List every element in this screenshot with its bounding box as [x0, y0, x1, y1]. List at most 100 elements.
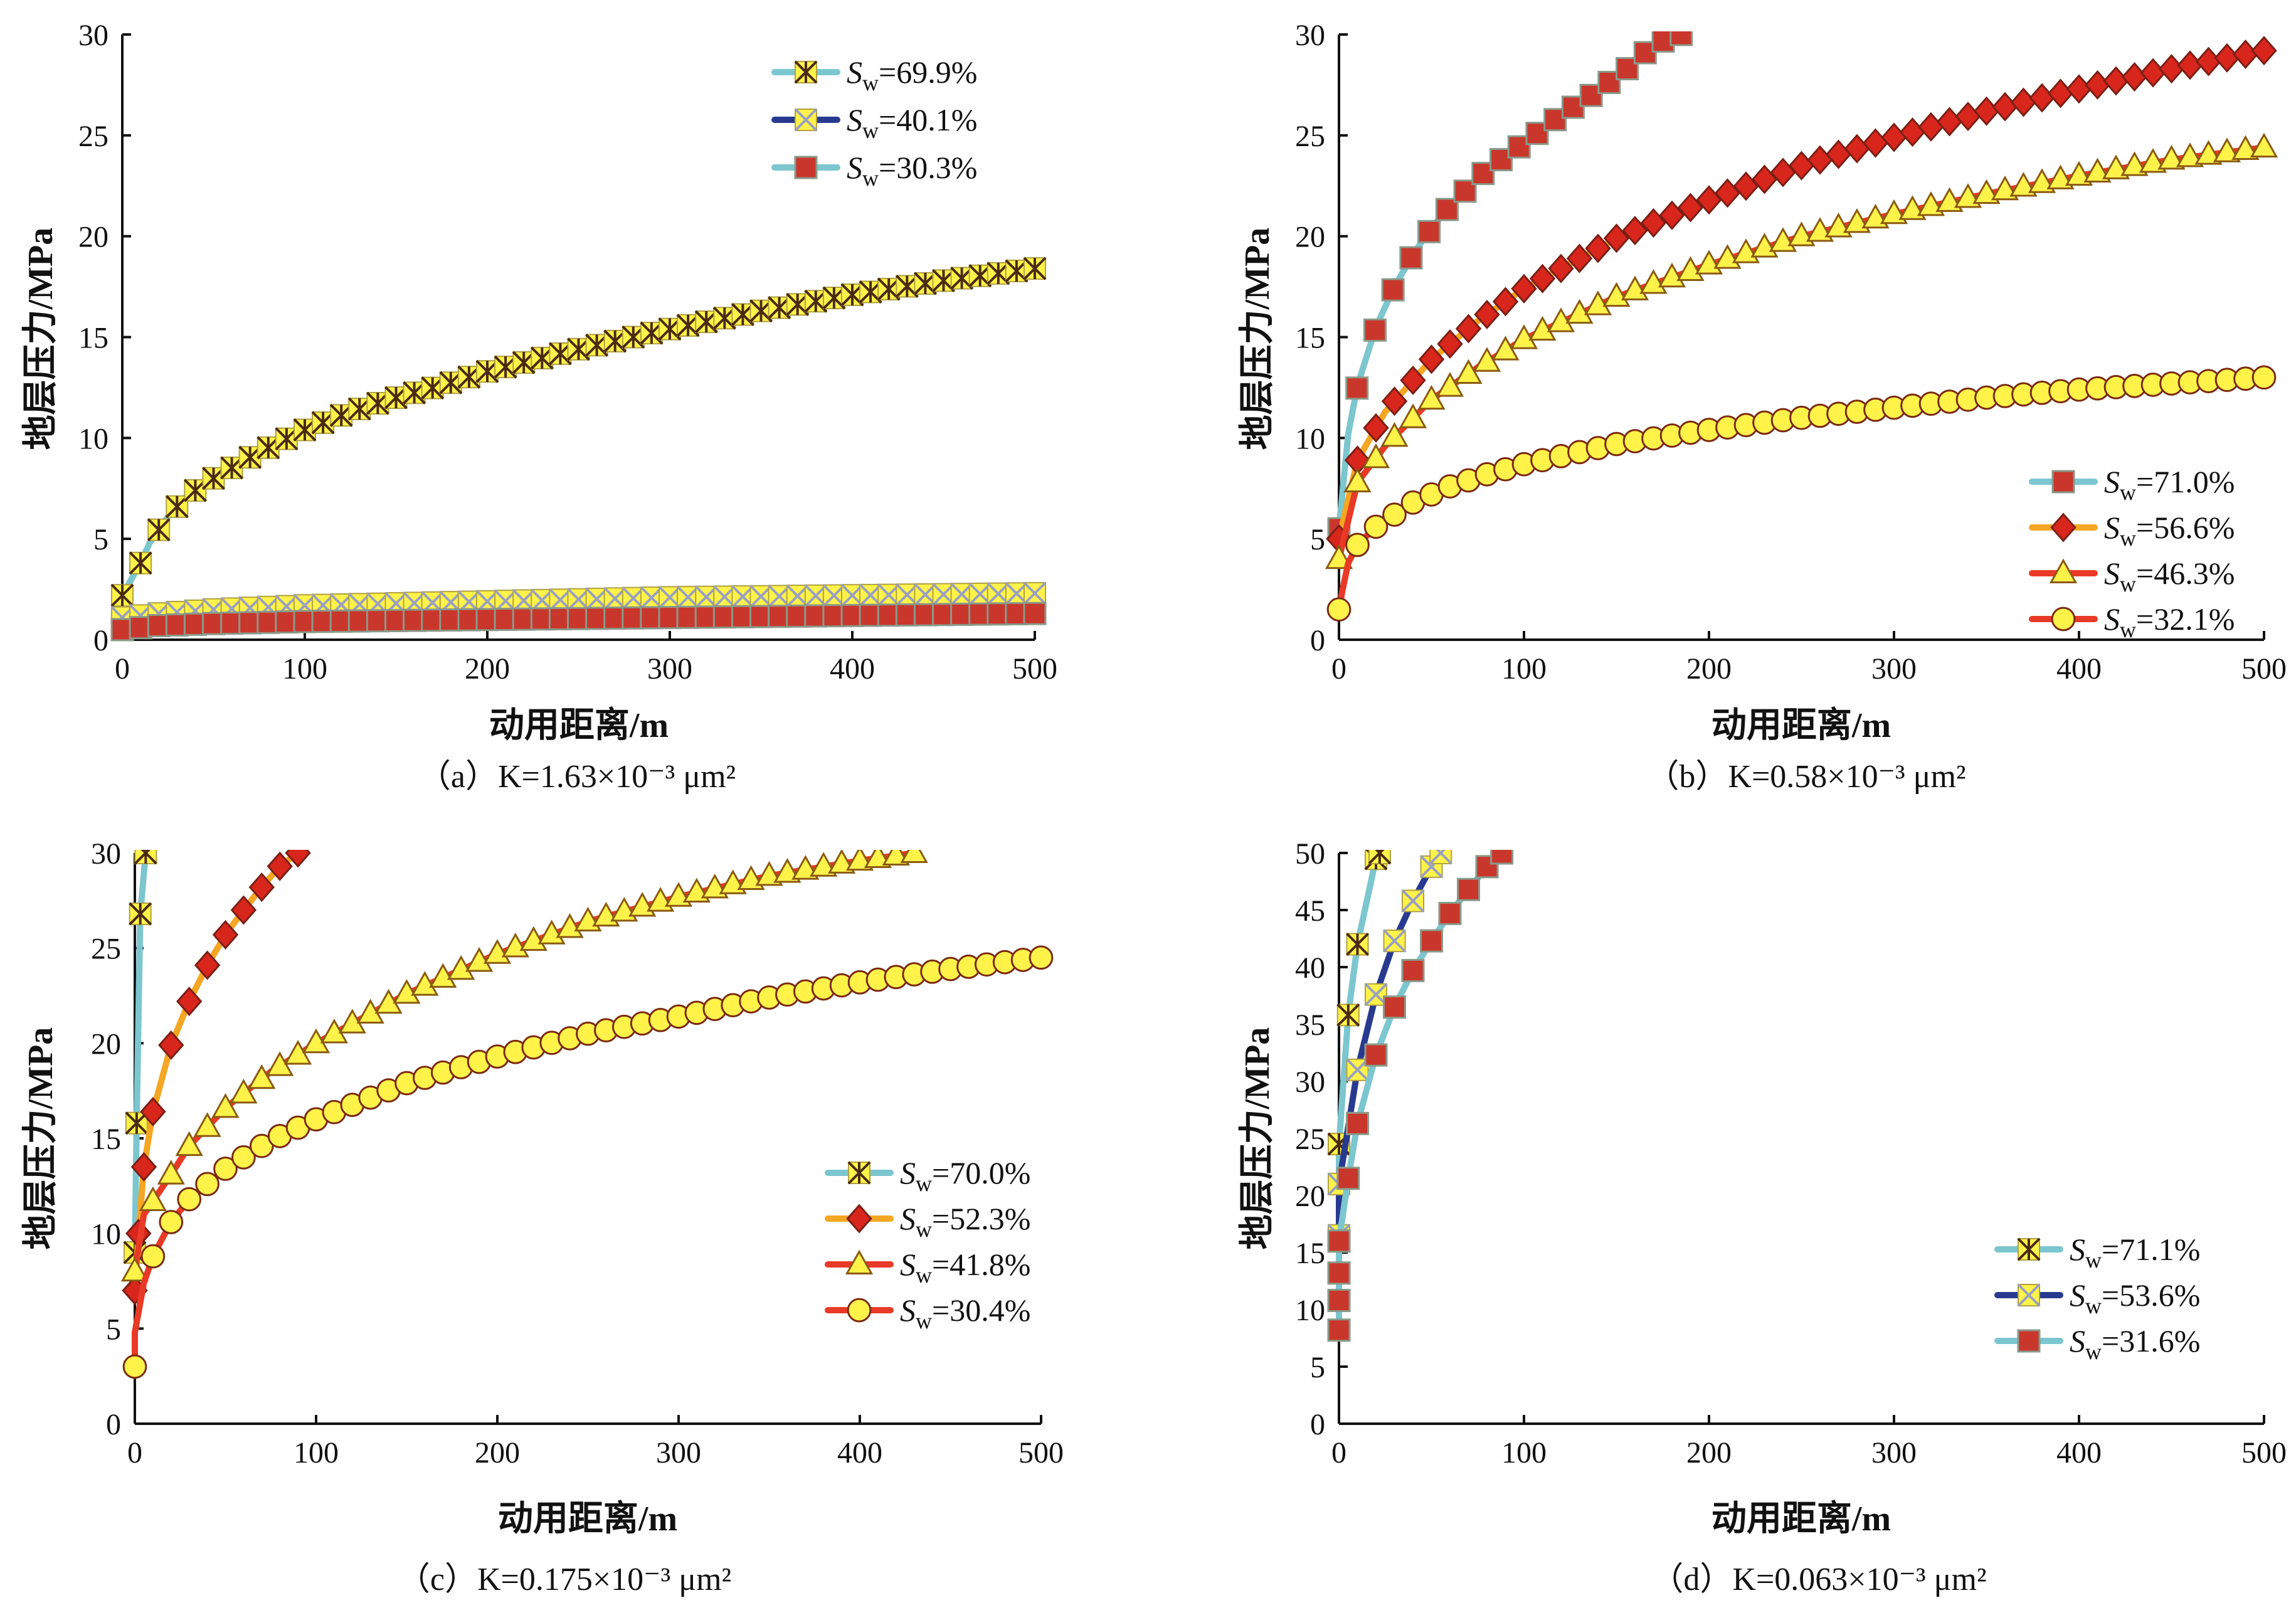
data-point — [2084, 70, 2111, 100]
y-tick-label: 10 — [1295, 422, 1325, 455]
data-point — [1972, 179, 2001, 204]
series-line — [1336, 47, 2267, 543]
data-point — [120, 1256, 149, 1282]
data-point — [465, 947, 494, 972]
x-tick-label: 400 — [2056, 652, 2102, 686]
data-point — [393, 979, 421, 1004]
series-2 — [122, 850, 311, 1306]
plot-area — [120, 850, 1054, 1379]
data-point — [1602, 282, 1631, 307]
y-axis-label: 地层压力/MPa — [1238, 228, 1277, 450]
data-point — [193, 1112, 221, 1137]
y-tick-label: 0 — [93, 624, 108, 657]
data-point — [1399, 403, 1427, 428]
data-point — [2028, 168, 2056, 193]
data-point — [2251, 365, 2277, 390]
series-3 — [1327, 850, 1514, 1342]
data-point — [2102, 154, 2130, 179]
data-point — [1454, 359, 1483, 384]
data-point — [1547, 307, 1575, 332]
data-point — [2010, 87, 2037, 117]
data-point — [1023, 601, 1047, 625]
x-tick-label: 400 — [830, 652, 875, 686]
data-point — [2194, 140, 2223, 165]
data-point — [1490, 850, 1514, 865]
x-tick-label: 500 — [2241, 1436, 2287, 1469]
data-point — [1457, 877, 1480, 901]
y-tick-label: 10 — [78, 422, 108, 455]
data-point — [2046, 164, 2075, 189]
data-point — [1327, 1229, 1351, 1253]
y-tick-label: 0 — [1310, 624, 1325, 657]
series-2 — [1326, 36, 2277, 554]
data-point — [2158, 54, 2185, 84]
data-point — [2213, 137, 2241, 162]
data-point — [1621, 275, 1649, 300]
x-tick-label: 500 — [1012, 652, 1057, 686]
data-point — [810, 852, 838, 877]
legend-marker — [2051, 606, 2076, 632]
series-3 — [120, 850, 928, 1282]
legend-label: Sw=41.8% — [900, 1247, 1030, 1288]
x-tick-label: 200 — [465, 652, 510, 686]
data-point — [2177, 50, 2203, 80]
data-point — [2195, 46, 2222, 77]
data-point — [1029, 945, 1054, 970]
data-point — [1862, 128, 1889, 158]
data-point — [1566, 243, 1593, 273]
y-tick-label: 35 — [1295, 1009, 1325, 1042]
y-tick-label: 15 — [1295, 322, 1325, 355]
legend-label: Sw=70.0% — [900, 1155, 1030, 1196]
x-tick-label: 100 — [294, 1436, 339, 1469]
data-point — [1991, 175, 2019, 201]
data-point — [2120, 151, 2149, 176]
data-point — [1418, 344, 1445, 374]
data-point — [1382, 502, 1407, 527]
y-tick-label: 20 — [91, 1027, 121, 1061]
data-point — [1807, 145, 1833, 175]
data-point — [1327, 1318, 1351, 1342]
data-point — [1973, 96, 2000, 126]
data-point — [1336, 1167, 1360, 1190]
data-point — [1399, 246, 1423, 270]
data-point — [1565, 299, 1594, 324]
legend-marker — [794, 156, 818, 179]
y-tick-label: 40 — [1295, 951, 1325, 985]
panel-d: 0 100 200 300 400 500 0 5 10 15 20 25 30 35 40 45 50 动用距离… — [1238, 837, 2287, 1597]
data-point — [211, 1093, 240, 1118]
legend-marker — [2050, 512, 2076, 543]
data-point — [2140, 58, 2166, 88]
series-line — [132, 850, 149, 1256]
x-tick-label: 200 — [475, 1436, 520, 1469]
data-point — [1955, 102, 1981, 132]
x-tick-label: 300 — [1871, 1436, 1917, 1469]
legend-label: Sw=32.1% — [2104, 601, 2235, 642]
data-point — [1639, 269, 1668, 294]
data-point — [1437, 329, 1463, 359]
data-point — [195, 1172, 220, 1197]
y-tick-label: 5 — [93, 523, 108, 556]
data-point — [1529, 263, 1556, 294]
data-point — [1438, 901, 1462, 925]
y-tick-label: 30 — [78, 19, 108, 52]
data-point — [537, 919, 566, 945]
legend-marker — [2051, 470, 2075, 494]
data-point — [1400, 365, 1426, 395]
data-point — [1417, 220, 1441, 243]
data-point — [2157, 144, 2186, 170]
plot-area — [1327, 850, 1514, 1342]
x-tick-label: 400 — [837, 1436, 882, 1469]
y-axis-label: 地层压力/MPa — [21, 1027, 60, 1250]
data-point — [1475, 855, 1499, 879]
x-tick-label: 100 — [1501, 652, 1547, 686]
data-point — [2251, 36, 2277, 66]
y-tick-label: 10 — [91, 1218, 121, 1251]
data-point — [213, 1157, 238, 1181]
data-point — [1327, 1261, 1351, 1285]
data-point — [1899, 117, 1926, 147]
data-point — [2083, 157, 2112, 183]
data-point — [1381, 278, 1405, 302]
data-point — [1364, 1043, 1388, 1067]
data-point — [1417, 384, 1446, 410]
data-point — [2103, 66, 2129, 96]
